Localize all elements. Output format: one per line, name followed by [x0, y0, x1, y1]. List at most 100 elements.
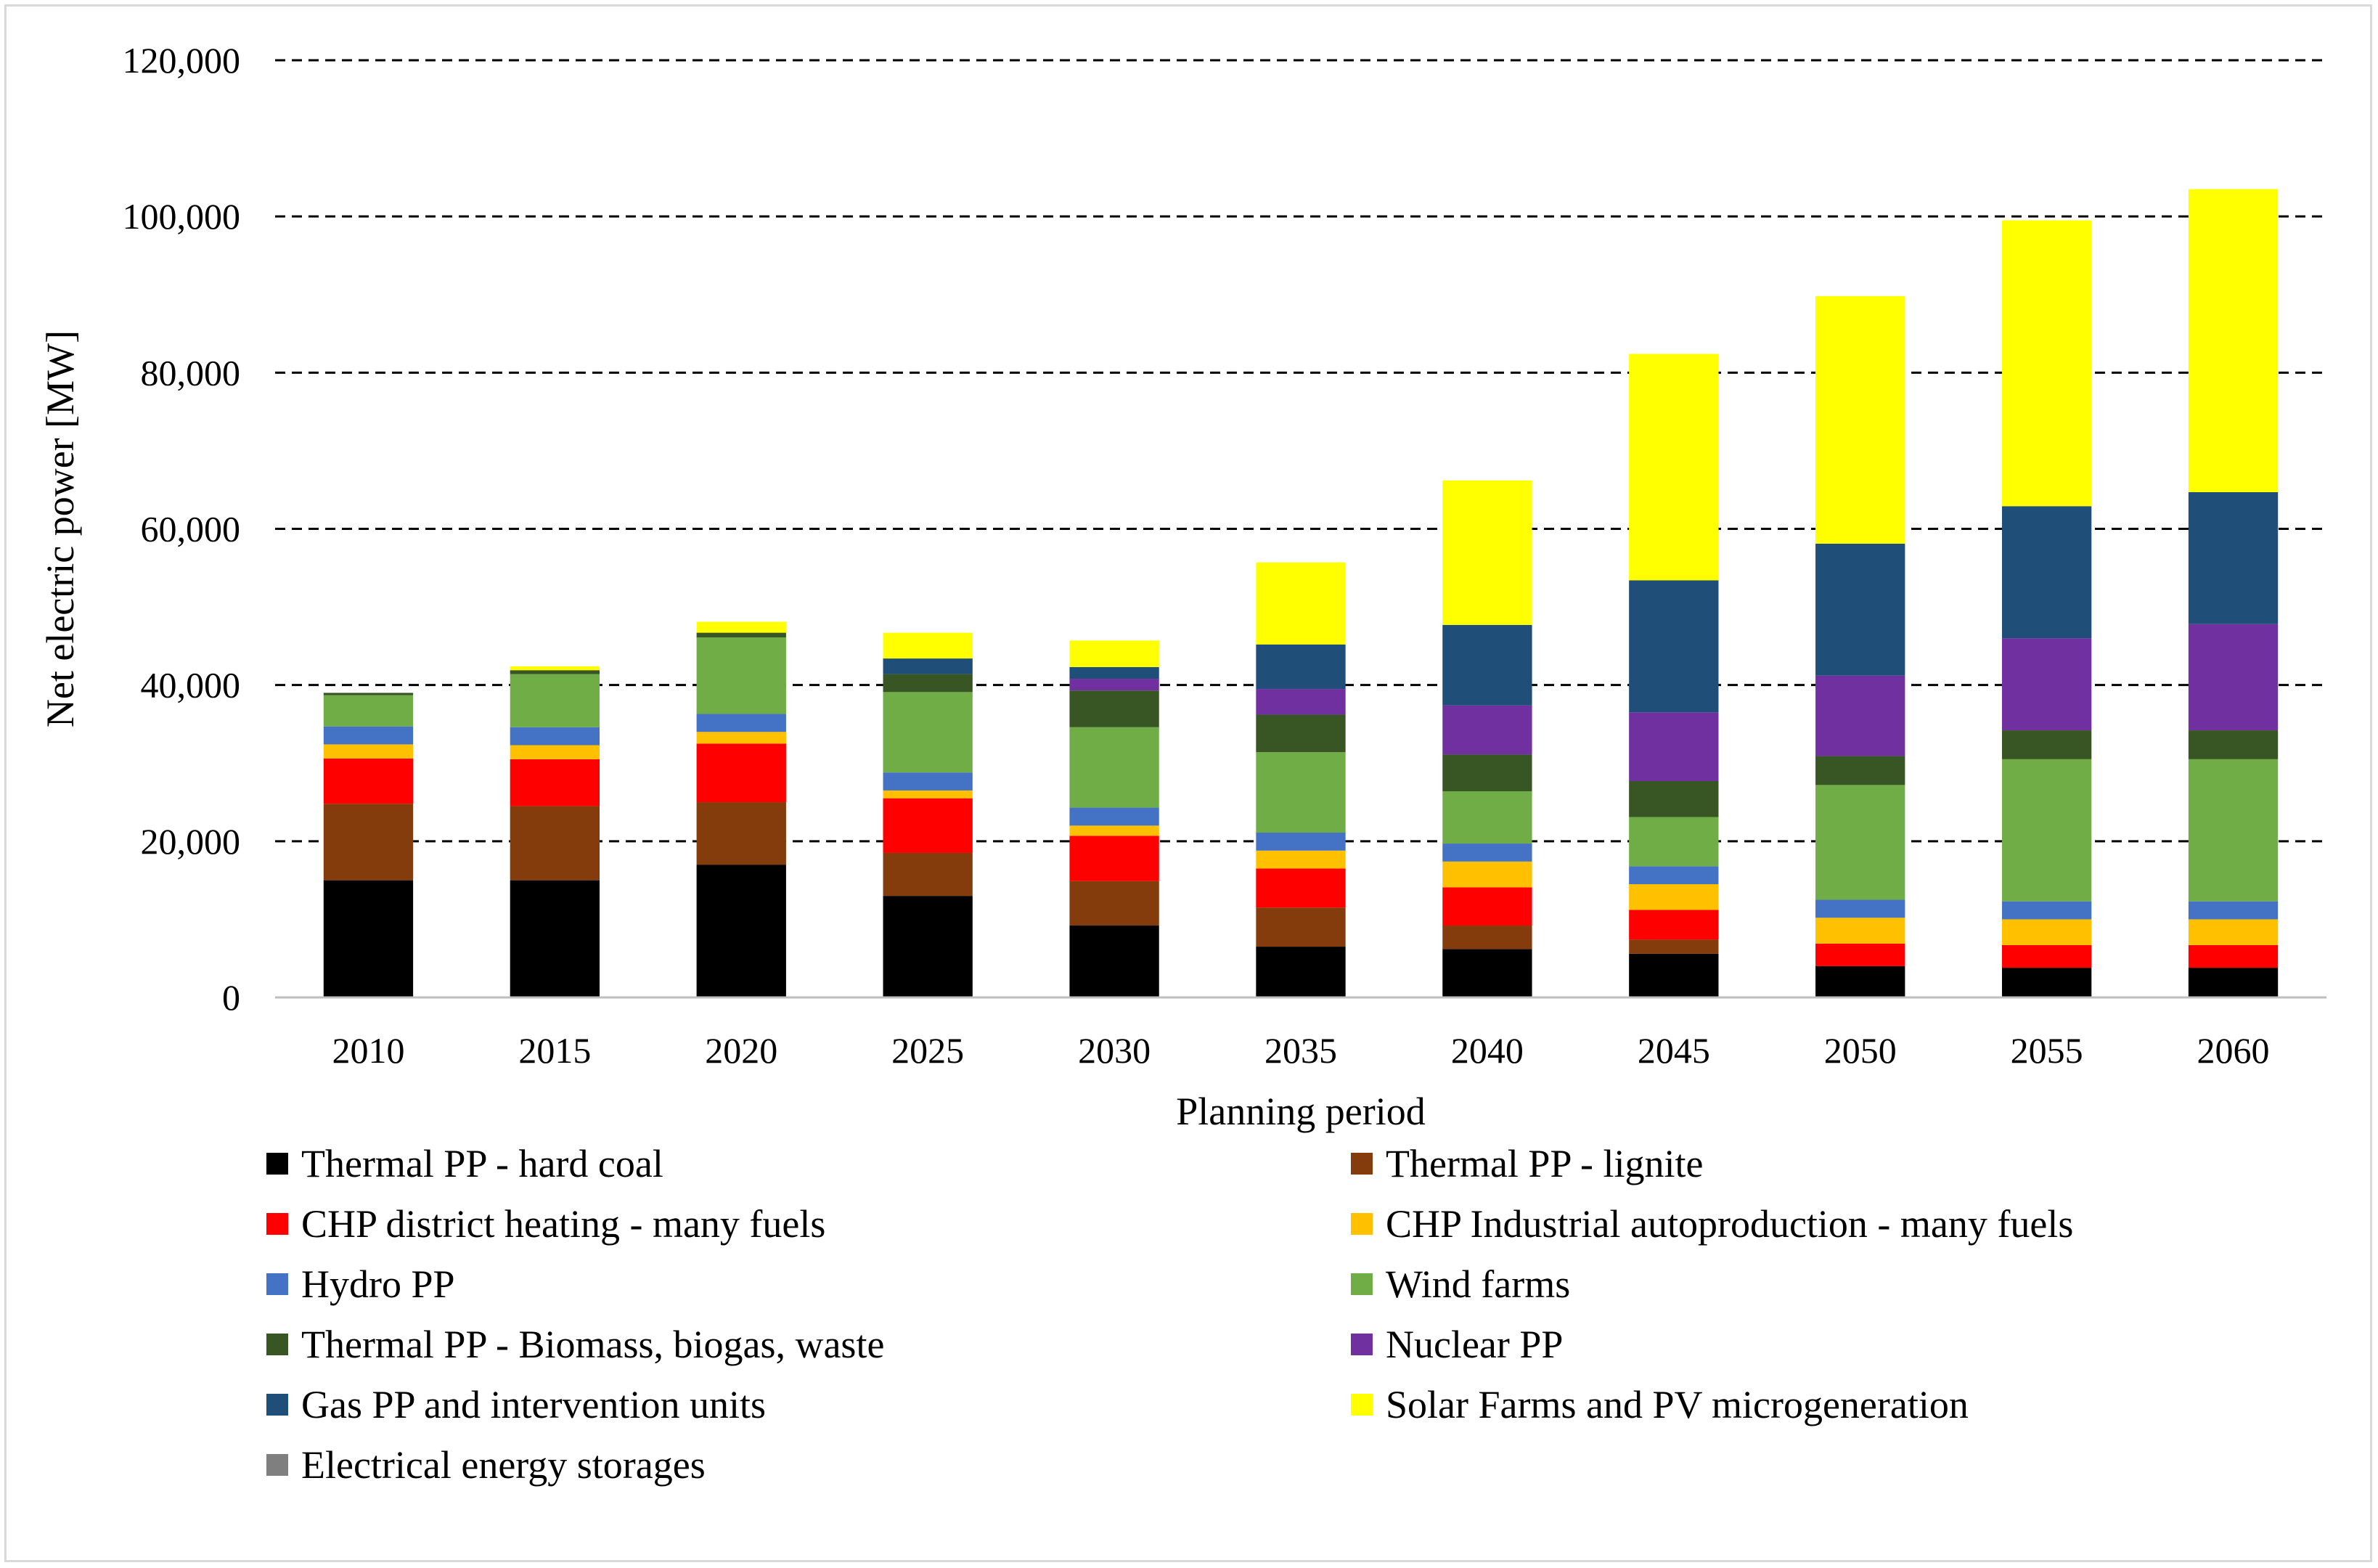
y-tick-label: 100,000	[123, 196, 241, 237]
legend: Thermal PP - hard coal Thermal PP - ligni…	[266, 1142, 2073, 1487]
x-axis-title: Planning period	[1176, 1090, 1425, 1133]
bar-segment	[1256, 644, 1346, 690]
y-tick-label: 0	[222, 977, 240, 1018]
bar-segment	[1442, 480, 1532, 625]
bar-segment	[2001, 638, 2092, 731]
legend-item: Nuclear PP	[1351, 1323, 1563, 1366]
legend-item: Gas PP and intervention units	[266, 1383, 766, 1426]
y-tick-label: 60,000	[141, 509, 241, 550]
legend-label: Thermal PP - hard coal	[301, 1142, 663, 1185]
y-axis-title: Net electric power [MW]	[38, 330, 82, 727]
bar-segment	[1629, 953, 1719, 997]
bar-segment	[2188, 919, 2279, 945]
legend-item: Wind farms	[1351, 1262, 1570, 1306]
bar-segment	[2001, 901, 2092, 920]
bar-segment	[323, 695, 414, 727]
bar-segment	[510, 806, 600, 881]
bar-segment	[1069, 640, 1159, 667]
legend-label: Nuclear PP	[1386, 1323, 1563, 1366]
x-tick-label: 2055	[2011, 1030, 2083, 1071]
legend-swatch	[1351, 1394, 1373, 1416]
bar-segment	[510, 727, 600, 746]
bar-segment	[1442, 624, 1532, 706]
bar-segment	[1069, 825, 1159, 836]
legend-swatch	[266, 1334, 288, 1355]
x-tick-label: 2050	[1824, 1030, 1897, 1071]
bar-segment	[696, 637, 786, 714]
legend-item: Thermal PP - Biomass, biogas, waste	[266, 1323, 884, 1366]
bar-segment	[2001, 919, 2092, 945]
bar-segment	[1815, 543, 1905, 676]
y-tick-label: 120,000	[123, 40, 241, 81]
legend-swatch	[1351, 1334, 1373, 1355]
bar-segment	[1629, 712, 1719, 781]
bar-segment	[1442, 754, 1532, 791]
bar-segment	[1256, 868, 1346, 908]
bar-segment	[2188, 624, 2279, 731]
bar-segment	[2001, 220, 2092, 507]
bar-segment	[1256, 907, 1346, 947]
legend-item: Hydro PP	[266, 1262, 455, 1306]
bar-segment	[510, 674, 600, 727]
bar-segment	[2188, 901, 2279, 920]
x-tick-label: 2060	[2197, 1030, 2270, 1071]
legend-item: Electrical energy storages	[266, 1443, 706, 1487]
bar-segment	[1442, 844, 1532, 862]
bar-segment	[1815, 756, 1905, 785]
x-tick-label: 2030	[1078, 1030, 1151, 1071]
stacked-bar-chart: 020,00040,00060,00080,000100,000120,000 …	[38, 40, 2326, 1487]
bar-segment	[1069, 666, 1159, 679]
bar-segment	[1815, 965, 1905, 997]
bar-segment	[1815, 943, 1905, 966]
bar-segment	[2001, 759, 2092, 902]
legend-label: Wind farms	[1386, 1262, 1570, 1306]
bar-segment	[883, 692, 973, 773]
legend-label: Electrical energy storages	[301, 1443, 706, 1487]
bar-segment	[323, 880, 414, 997]
bar-segment	[2001, 730, 2092, 759]
bar-segment	[1256, 832, 1346, 851]
bar-segment	[323, 726, 414, 745]
bar-segment	[696, 632, 786, 638]
bar-segment	[1069, 727, 1159, 808]
bar-segment	[1256, 562, 1346, 645]
bar-segment	[323, 758, 414, 804]
y-tick-label: 40,000	[141, 665, 241, 706]
bar-segment	[1629, 884, 1719, 910]
bar-segment	[1069, 836, 1159, 881]
bar-segment	[2188, 759, 2279, 902]
x-tick-label: 2010	[332, 1030, 404, 1071]
bar-segment	[510, 670, 600, 674]
bar-segment	[2001, 944, 2092, 968]
bar-segment	[1442, 705, 1532, 755]
bar-segment	[1442, 926, 1532, 950]
legend-swatch	[266, 1213, 288, 1235]
bar-segment	[323, 804, 414, 881]
legend-label: Gas PP and intervention units	[301, 1383, 766, 1426]
bar-segment	[883, 658, 973, 674]
legend-label: Solar Farms and PV microgeneration	[1386, 1383, 1969, 1426]
bar-segment	[1256, 850, 1346, 869]
legend-swatch	[266, 1153, 288, 1175]
legend-label: Hydro PP	[301, 1262, 455, 1306]
bar-segment	[1629, 817, 1719, 867]
bar-segment	[1629, 580, 1719, 713]
bar-segment	[1069, 679, 1159, 691]
legend-label: CHP district heating - many fuels	[301, 1202, 825, 1246]
bar-segment	[883, 790, 973, 799]
legend-item: CHP Industrial autoproduction - many fue…	[1351, 1202, 2073, 1246]
x-tick-label: 2020	[705, 1030, 777, 1071]
bar-segment	[883, 798, 973, 853]
bar-segment	[1815, 785, 1905, 900]
bar-segment	[1069, 926, 1159, 997]
bar-segment	[1442, 949, 1532, 997]
bar-segment	[1629, 354, 1719, 581]
bar-segment	[2188, 944, 2279, 968]
bar-segment	[1069, 807, 1159, 826]
bar-segment	[696, 743, 786, 803]
legend-swatch	[1351, 1213, 1373, 1235]
bars	[323, 189, 2279, 997]
bar-segment	[1815, 899, 1905, 918]
bar-segment	[1442, 791, 1532, 844]
bar-segment	[510, 666, 600, 671]
